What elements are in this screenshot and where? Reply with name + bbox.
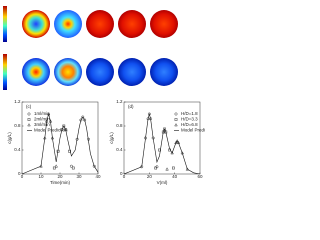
panel-label: (c) <box>26 104 32 109</box>
y-tick-label: 1.2 <box>116 99 123 104</box>
marker <box>147 112 151 116</box>
legend-marker <box>174 112 178 116</box>
colorbar <box>3 6 7 42</box>
heatmap <box>22 58 50 86</box>
marker <box>92 164 96 168</box>
colorbar <box>3 54 7 90</box>
marker <box>39 164 43 168</box>
x-tick-label: 10 <box>38 174 44 179</box>
legend-label: H/D=6.8 <box>181 122 198 127</box>
x-tick-label: 30 <box>76 174 82 179</box>
y-tick-label: 0.8 <box>14 123 21 128</box>
marker <box>175 139 179 143</box>
figure: 0 10 20 30 40 0 0.4 0.8 1.2 (c) Time(min) c(g/L) 1ml… <box>3 6 205 185</box>
y-axis-title: c(g/L) <box>109 132 114 144</box>
legend-label: 1ml/min <box>34 111 50 116</box>
legend-label: H/D=3.3 <box>181 117 198 122</box>
legend-marker <box>27 123 31 127</box>
y-tick-label: 0.4 <box>14 147 21 152</box>
marker <box>69 164 73 168</box>
panel-label: (d) <box>128 104 134 109</box>
heatmap <box>54 58 82 86</box>
heatmap <box>54 10 82 38</box>
marker <box>163 127 166 131</box>
heatmap <box>86 58 114 86</box>
legend-marker <box>27 118 31 121</box>
model-line <box>21 112 99 175</box>
heatmap <box>118 58 146 86</box>
legend-marker <box>27 112 31 116</box>
marker <box>174 140 178 145</box>
x-tick-label: 20 <box>57 174 63 179</box>
heatmap <box>150 10 178 38</box>
model-line <box>123 112 201 175</box>
legend-marker <box>174 123 178 127</box>
marker <box>165 167 169 171</box>
marker <box>172 166 175 170</box>
y-tick-label: 0.8 <box>116 123 123 128</box>
legend-label: H/D=1.8 <box>181 111 198 116</box>
y-tick-label: 0 <box>120 171 123 176</box>
legend-label: 3ml/min <box>34 122 50 127</box>
heatmap <box>118 10 146 38</box>
marker <box>176 140 181 145</box>
marker <box>154 166 158 170</box>
legend-marker <box>174 118 178 121</box>
x-tick-label: 60 <box>197 174 203 179</box>
x-axis-title: V(ml) <box>157 180 168 185</box>
heatmap <box>86 10 114 38</box>
legend-label: Model Prediction <box>34 128 68 133</box>
marker <box>52 166 56 170</box>
marker <box>62 124 66 128</box>
y-tick-label: 1.2 <box>14 99 21 104</box>
y-tick-label: 0.4 <box>116 147 123 152</box>
marker <box>71 166 75 170</box>
heatmap <box>22 10 50 38</box>
marker <box>185 167 190 171</box>
x-tick-label: 20 <box>147 174 153 179</box>
marker <box>180 151 184 155</box>
x-axis-title: Time(min) <box>50 180 71 185</box>
legend-label: 2ml/min <box>34 117 50 122</box>
x-tick-label: 40 <box>95 174 101 179</box>
legend-label: Model Prediction <box>181 128 205 133</box>
marker <box>54 164 58 168</box>
heatmaps <box>3 6 178 90</box>
y-tick-label: 0 <box>18 171 21 176</box>
x-tick-label: 0 <box>123 174 126 179</box>
marker <box>170 151 174 155</box>
heatmap <box>150 58 178 86</box>
y-axis-title: c(g/L) <box>7 132 12 144</box>
marker <box>81 115 85 119</box>
x-tick-label: 0 <box>21 174 24 179</box>
plot-frame <box>123 101 201 175</box>
x-tick-label: 40 <box>172 174 178 179</box>
